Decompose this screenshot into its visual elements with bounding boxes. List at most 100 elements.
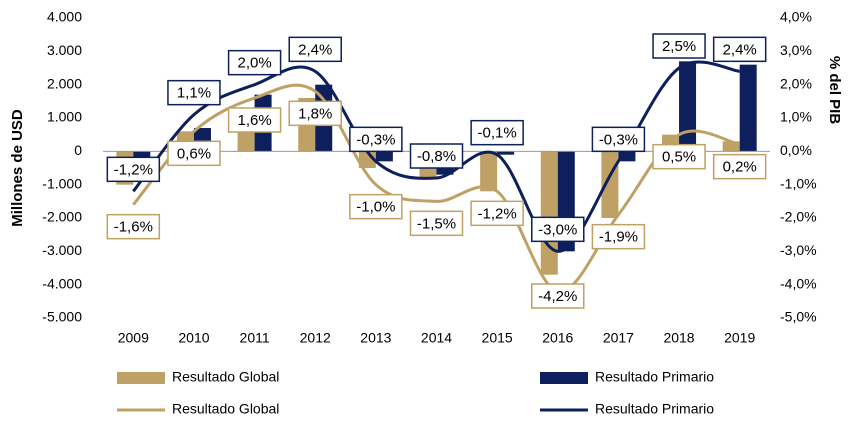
y2-tick-label: -5,0% <box>780 309 817 325</box>
y2-tick-label: -2,0% <box>780 209 817 225</box>
data-label: -1,2% <box>106 156 161 183</box>
bar <box>480 151 498 192</box>
y-tick-label: 1.000 <box>47 109 82 125</box>
y-tick-label: -5.000 <box>42 309 82 325</box>
x-tick-label: 2013 <box>360 330 391 346</box>
data-label-box <box>288 36 342 63</box>
y2-tick-label: -4,0% <box>780 275 817 291</box>
data-label-box <box>227 49 282 76</box>
data-label-text: -1,0% <box>356 199 395 216</box>
data-label-text: 1,1% <box>177 85 211 102</box>
bar <box>375 151 393 162</box>
data-label-box <box>349 126 403 153</box>
x-tick-label: 2009 <box>118 330 149 346</box>
y2-tick-label: 2,0% <box>780 75 812 91</box>
x-tick-label: 2018 <box>663 330 694 346</box>
data-label-text: -3,0% <box>538 221 577 238</box>
legend-label: Resultado Primario <box>595 401 714 417</box>
data-label: 1,1% <box>167 79 221 106</box>
bar <box>133 151 151 162</box>
x-tick-label: 2011 <box>240 330 270 346</box>
x-tick-label: 2019 <box>724 330 755 346</box>
data-label: -1,2% <box>470 200 524 227</box>
data-label-text: -1,2% <box>114 161 153 178</box>
y-tick-label: -1.000 <box>42 175 82 191</box>
y-tick-label: 4.000 <box>47 9 82 25</box>
legend-swatch <box>117 372 165 384</box>
data-label-box <box>167 79 221 106</box>
data-label: -1,5% <box>409 210 464 237</box>
data-label-text: 2,4% <box>298 41 332 58</box>
data-label: -1,6% <box>106 213 161 240</box>
data-label-text: -0,3% <box>599 131 638 148</box>
data-label-text: 2,4% <box>723 41 757 58</box>
data-label-text: 1,8% <box>298 105 332 122</box>
x-tick-label: 2017 <box>603 330 634 346</box>
data-label: 2,4% <box>712 36 767 63</box>
data-label-box <box>470 119 524 146</box>
bar <box>722 141 740 152</box>
data-label-box <box>470 200 524 227</box>
data-label-text: -1,5% <box>417 215 456 232</box>
x-tick-label: 2015 <box>482 330 513 346</box>
data-label-text: -1,9% <box>599 229 638 246</box>
legend-label: Resultado Primario <box>595 369 714 385</box>
data-label-text: -0,1% <box>478 125 517 142</box>
x-tick-label: 2014 <box>421 330 452 346</box>
data-label-box <box>349 193 403 220</box>
y-tick-label: 0 <box>74 142 82 158</box>
data-label: 1,8% <box>288 100 342 127</box>
data-label-box <box>167 140 221 167</box>
data-label-text: 1,6% <box>237 112 271 129</box>
data-label: 2,4% <box>288 36 342 63</box>
y2-tick-label: 1,0% <box>780 109 812 125</box>
data-label-text: -1,6% <box>114 219 153 236</box>
bar <box>739 64 757 152</box>
data-label-text: 0,6% <box>177 145 211 162</box>
data-label: 0,5% <box>652 143 706 170</box>
data-label: 2,0% <box>227 49 282 76</box>
data-label-box <box>409 143 464 169</box>
data-label-box <box>227 107 282 133</box>
y2-tick-label: 0,0% <box>780 142 812 158</box>
y2-tick-label: 3,0% <box>780 42 812 58</box>
data-label: -0,8% <box>409 143 464 169</box>
data-label: -4,2% <box>531 283 585 309</box>
y-axis-title: Millones de USD <box>9 109 26 227</box>
data-label-text: -1,2% <box>478 205 517 222</box>
y-tick-label: -2.000 <box>42 209 82 225</box>
data-label: 0,2% <box>712 153 767 180</box>
data-label-text: 0,2% <box>723 159 757 176</box>
y2-tick-label: -1,0% <box>780 175 817 191</box>
bar <box>540 151 558 275</box>
data-label-box <box>712 36 767 63</box>
data-label-box <box>409 210 464 237</box>
y2-axis-title: % del PIB <box>826 56 843 125</box>
data-label-text: 2,0% <box>237 55 271 72</box>
x-tick-label: 2010 <box>178 330 209 346</box>
data-label-text: 2,5% <box>662 38 696 55</box>
y2-tick-label: 4,0% <box>780 9 812 25</box>
data-label: -1,0% <box>349 193 403 220</box>
data-label-box <box>712 153 767 180</box>
line <box>132 83 741 293</box>
y-tick-label: 2.000 <box>47 75 82 91</box>
data-label-box <box>652 33 706 59</box>
y-tick-label: -4.000 <box>42 275 82 291</box>
data-label: -0,3% <box>591 126 646 153</box>
data-label-text: -0,3% <box>356 131 395 148</box>
data-label: -1,9% <box>591 223 646 250</box>
data-label: 0,6% <box>167 140 221 167</box>
bar <box>497 151 515 155</box>
data-label-box <box>531 283 585 309</box>
data-label: -0,3% <box>349 126 403 153</box>
data-label: 1,6% <box>227 107 282 133</box>
data-label-box <box>288 100 342 127</box>
data-label-text: 0,5% <box>662 149 696 166</box>
data-label: -3,0% <box>531 216 585 243</box>
data-label-box <box>106 213 161 240</box>
legend-label: Resultado Global <box>172 401 279 417</box>
data-label-text: -4,2% <box>538 288 577 305</box>
y-tick-label: -3.000 <box>42 242 82 258</box>
